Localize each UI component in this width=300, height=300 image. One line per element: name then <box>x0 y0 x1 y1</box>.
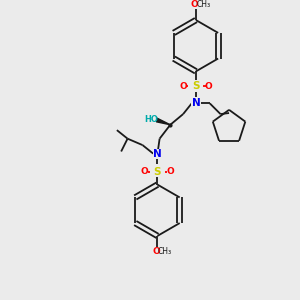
Text: S: S <box>154 167 161 177</box>
Text: N: N <box>153 148 162 159</box>
FancyBboxPatch shape <box>153 149 162 158</box>
Text: O: O <box>152 248 160 256</box>
Text: O: O <box>179 82 187 91</box>
FancyBboxPatch shape <box>190 0 206 7</box>
Text: S: S <box>192 81 200 91</box>
Text: CH₃: CH₃ <box>196 0 211 8</box>
Text: O: O <box>205 82 213 91</box>
FancyBboxPatch shape <box>191 99 201 108</box>
Text: O: O <box>141 167 148 176</box>
Text: HO: HO <box>144 115 158 124</box>
Text: N: N <box>192 98 200 108</box>
FancyBboxPatch shape <box>152 249 167 257</box>
FancyBboxPatch shape <box>188 82 203 91</box>
Polygon shape <box>155 117 170 125</box>
Text: O: O <box>191 0 199 8</box>
FancyBboxPatch shape <box>142 115 156 124</box>
FancyBboxPatch shape <box>150 167 165 177</box>
Text: CH₃: CH₃ <box>158 248 172 256</box>
Text: O: O <box>167 167 174 176</box>
